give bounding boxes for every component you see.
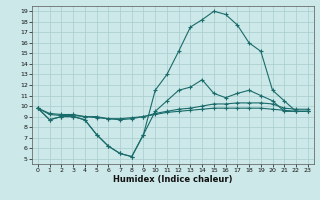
X-axis label: Humidex (Indice chaleur): Humidex (Indice chaleur)	[113, 175, 233, 184]
